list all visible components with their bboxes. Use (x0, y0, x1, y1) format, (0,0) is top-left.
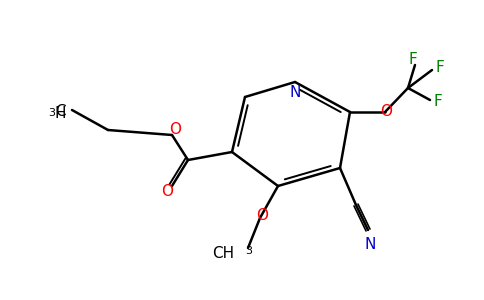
Text: F: F (408, 52, 417, 68)
Text: F: F (436, 59, 444, 74)
Text: H: H (55, 106, 66, 122)
Text: N: N (289, 85, 301, 100)
Text: C: C (55, 104, 66, 119)
Text: 3: 3 (245, 246, 252, 256)
Text: O: O (161, 184, 173, 200)
Text: O: O (380, 103, 392, 118)
Text: O: O (256, 208, 268, 223)
Text: CH: CH (212, 245, 234, 260)
Text: O: O (169, 122, 181, 137)
Text: N: N (364, 237, 376, 252)
Text: 3: 3 (48, 108, 55, 118)
Text: F: F (434, 94, 442, 110)
